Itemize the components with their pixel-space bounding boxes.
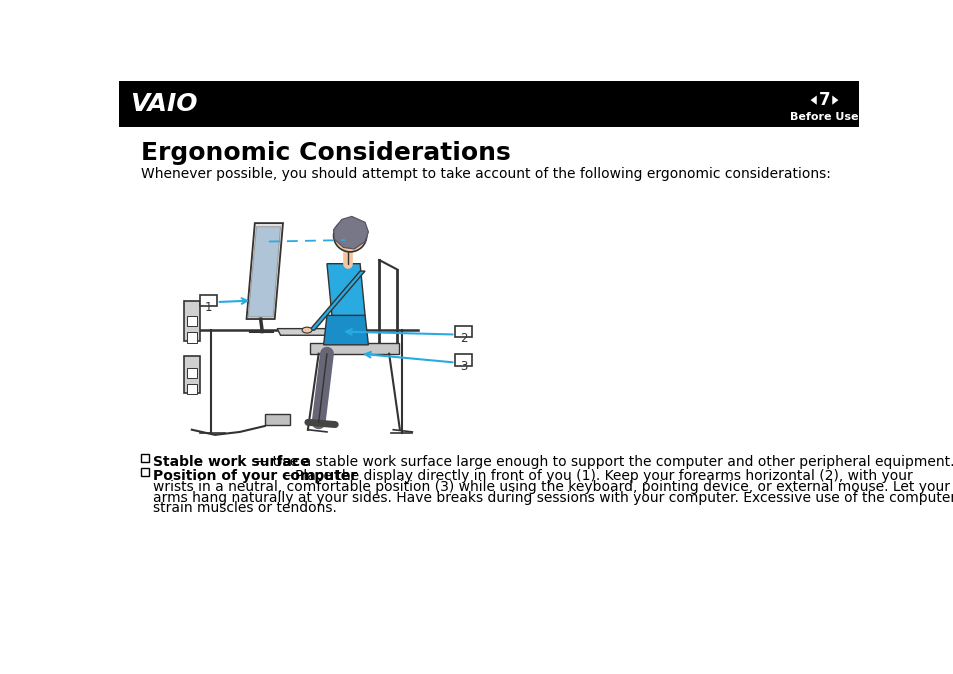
Text: Stable work surface: Stable work surface — [153, 455, 310, 469]
Polygon shape — [810, 96, 816, 104]
Polygon shape — [831, 96, 838, 104]
Text: Ergonomic Considerations: Ergonomic Considerations — [141, 141, 510, 165]
Polygon shape — [277, 329, 344, 335]
Bar — [455, 326, 472, 338]
Text: Place the display directly in front of you (1). Keep your forearms horizontal (2: Place the display directly in front of y… — [295, 469, 912, 483]
Bar — [119, 81, 858, 127]
Text: Position of your computer: Position of your computer — [153, 469, 357, 483]
Bar — [187, 368, 196, 378]
Bar — [141, 468, 149, 476]
Ellipse shape — [334, 220, 366, 252]
Polygon shape — [310, 343, 398, 354]
Bar — [265, 415, 290, 425]
Text: Before Use: Before Use — [789, 113, 858, 123]
Text: –: – — [280, 469, 295, 483]
Text: 1: 1 — [205, 301, 212, 313]
Polygon shape — [248, 226, 280, 317]
Bar — [183, 356, 200, 393]
Bar — [187, 332, 196, 342]
Bar — [183, 301, 200, 341]
Text: 2: 2 — [459, 332, 467, 344]
Bar — [187, 384, 196, 394]
Text: Whenever possible, you should attempt to take account of the following ergonomic: Whenever possible, you should attempt to… — [141, 167, 830, 181]
Polygon shape — [309, 271, 365, 330]
Bar — [200, 295, 216, 307]
Polygon shape — [334, 216, 368, 249]
Bar — [141, 454, 149, 462]
Ellipse shape — [302, 327, 312, 333]
Text: VAIO: VAIO — [130, 92, 197, 116]
Polygon shape — [246, 223, 283, 319]
Text: arms hang naturally at your sides. Have breaks during sessions with your compute: arms hang naturally at your sides. Have … — [153, 491, 953, 505]
Text: — Use a stable work surface large enough to support the computer and other perip: — Use a stable work surface large enough… — [250, 455, 953, 469]
Text: strain muscles or tendons.: strain muscles or tendons. — [153, 501, 336, 516]
Polygon shape — [323, 315, 368, 345]
Polygon shape — [327, 264, 365, 315]
Text: wrists in a neutral, comfortable position (3) while using the keyboard, pointing: wrists in a neutral, comfortable positio… — [153, 480, 953, 494]
Text: 3: 3 — [459, 360, 467, 373]
Bar — [455, 354, 472, 365]
Bar — [187, 316, 196, 326]
Text: 7: 7 — [818, 91, 829, 109]
